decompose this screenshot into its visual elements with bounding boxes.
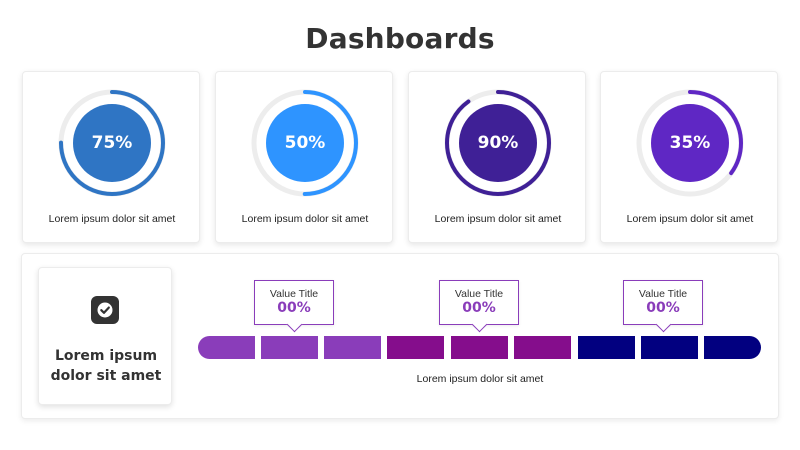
callout-value: 00% <box>440 300 518 316</box>
check-square-icon <box>91 296 119 324</box>
bar-segment <box>578 336 635 359</box>
value-callout-1: Value Title 00% <box>254 280 334 325</box>
gauge-card-4: 35% Lorem ipsum dolor sit amet <box>600 71 778 243</box>
callout-value: 00% <box>255 300 333 316</box>
bar-segment <box>198 336 255 359</box>
bar-segment <box>514 336 571 359</box>
gauge-value: 90% <box>443 88 553 198</box>
gauge-value: 35% <box>635 88 745 198</box>
gauge-value: 75% <box>57 88 167 198</box>
info-text-line1: Lorem ipsum <box>39 346 173 366</box>
gauge-caption: Lorem ipsum dolor sit amet <box>216 213 394 225</box>
info-text-line2: dolor sit amet <box>39 366 173 386</box>
value-callout-3: Value Title 00% <box>623 280 703 325</box>
gauge-value: 50% <box>250 88 360 198</box>
callout-title: Value Title <box>440 288 518 300</box>
bar-segment <box>324 336 381 359</box>
callout-value: 00% <box>624 300 702 316</box>
value-callout-2: Value Title 00% <box>439 280 519 325</box>
gauge-caption: Lorem ipsum dolor sit amet <box>409 213 587 225</box>
bar-segment <box>261 336 318 359</box>
gauge-card-1: 75% Lorem ipsum dolor sit amet <box>22 71 200 243</box>
bar-segment <box>641 336 698 359</box>
bar-segment <box>387 336 444 359</box>
bar-segment <box>451 336 508 359</box>
callout-title: Value Title <box>624 288 702 300</box>
bar-caption: Lorem ipsum dolor sit amet <box>380 373 580 385</box>
page-title: Dashboards <box>0 22 800 55</box>
info-text: Lorem ipsum dolor sit amet <box>39 346 173 386</box>
gauge-caption: Lorem ipsum dolor sit amet <box>23 213 201 225</box>
gauge-card-3: 90% Lorem ipsum dolor sit amet <box>408 71 586 243</box>
info-box: Lorem ipsum dolor sit amet <box>38 267 172 405</box>
callout-title: Value Title <box>255 288 333 300</box>
gauge-card-2: 50% Lorem ipsum dolor sit amet <box>215 71 393 243</box>
bar-segment <box>704 336 761 359</box>
gauge-caption: Lorem ipsum dolor sit amet <box>601 213 779 225</box>
